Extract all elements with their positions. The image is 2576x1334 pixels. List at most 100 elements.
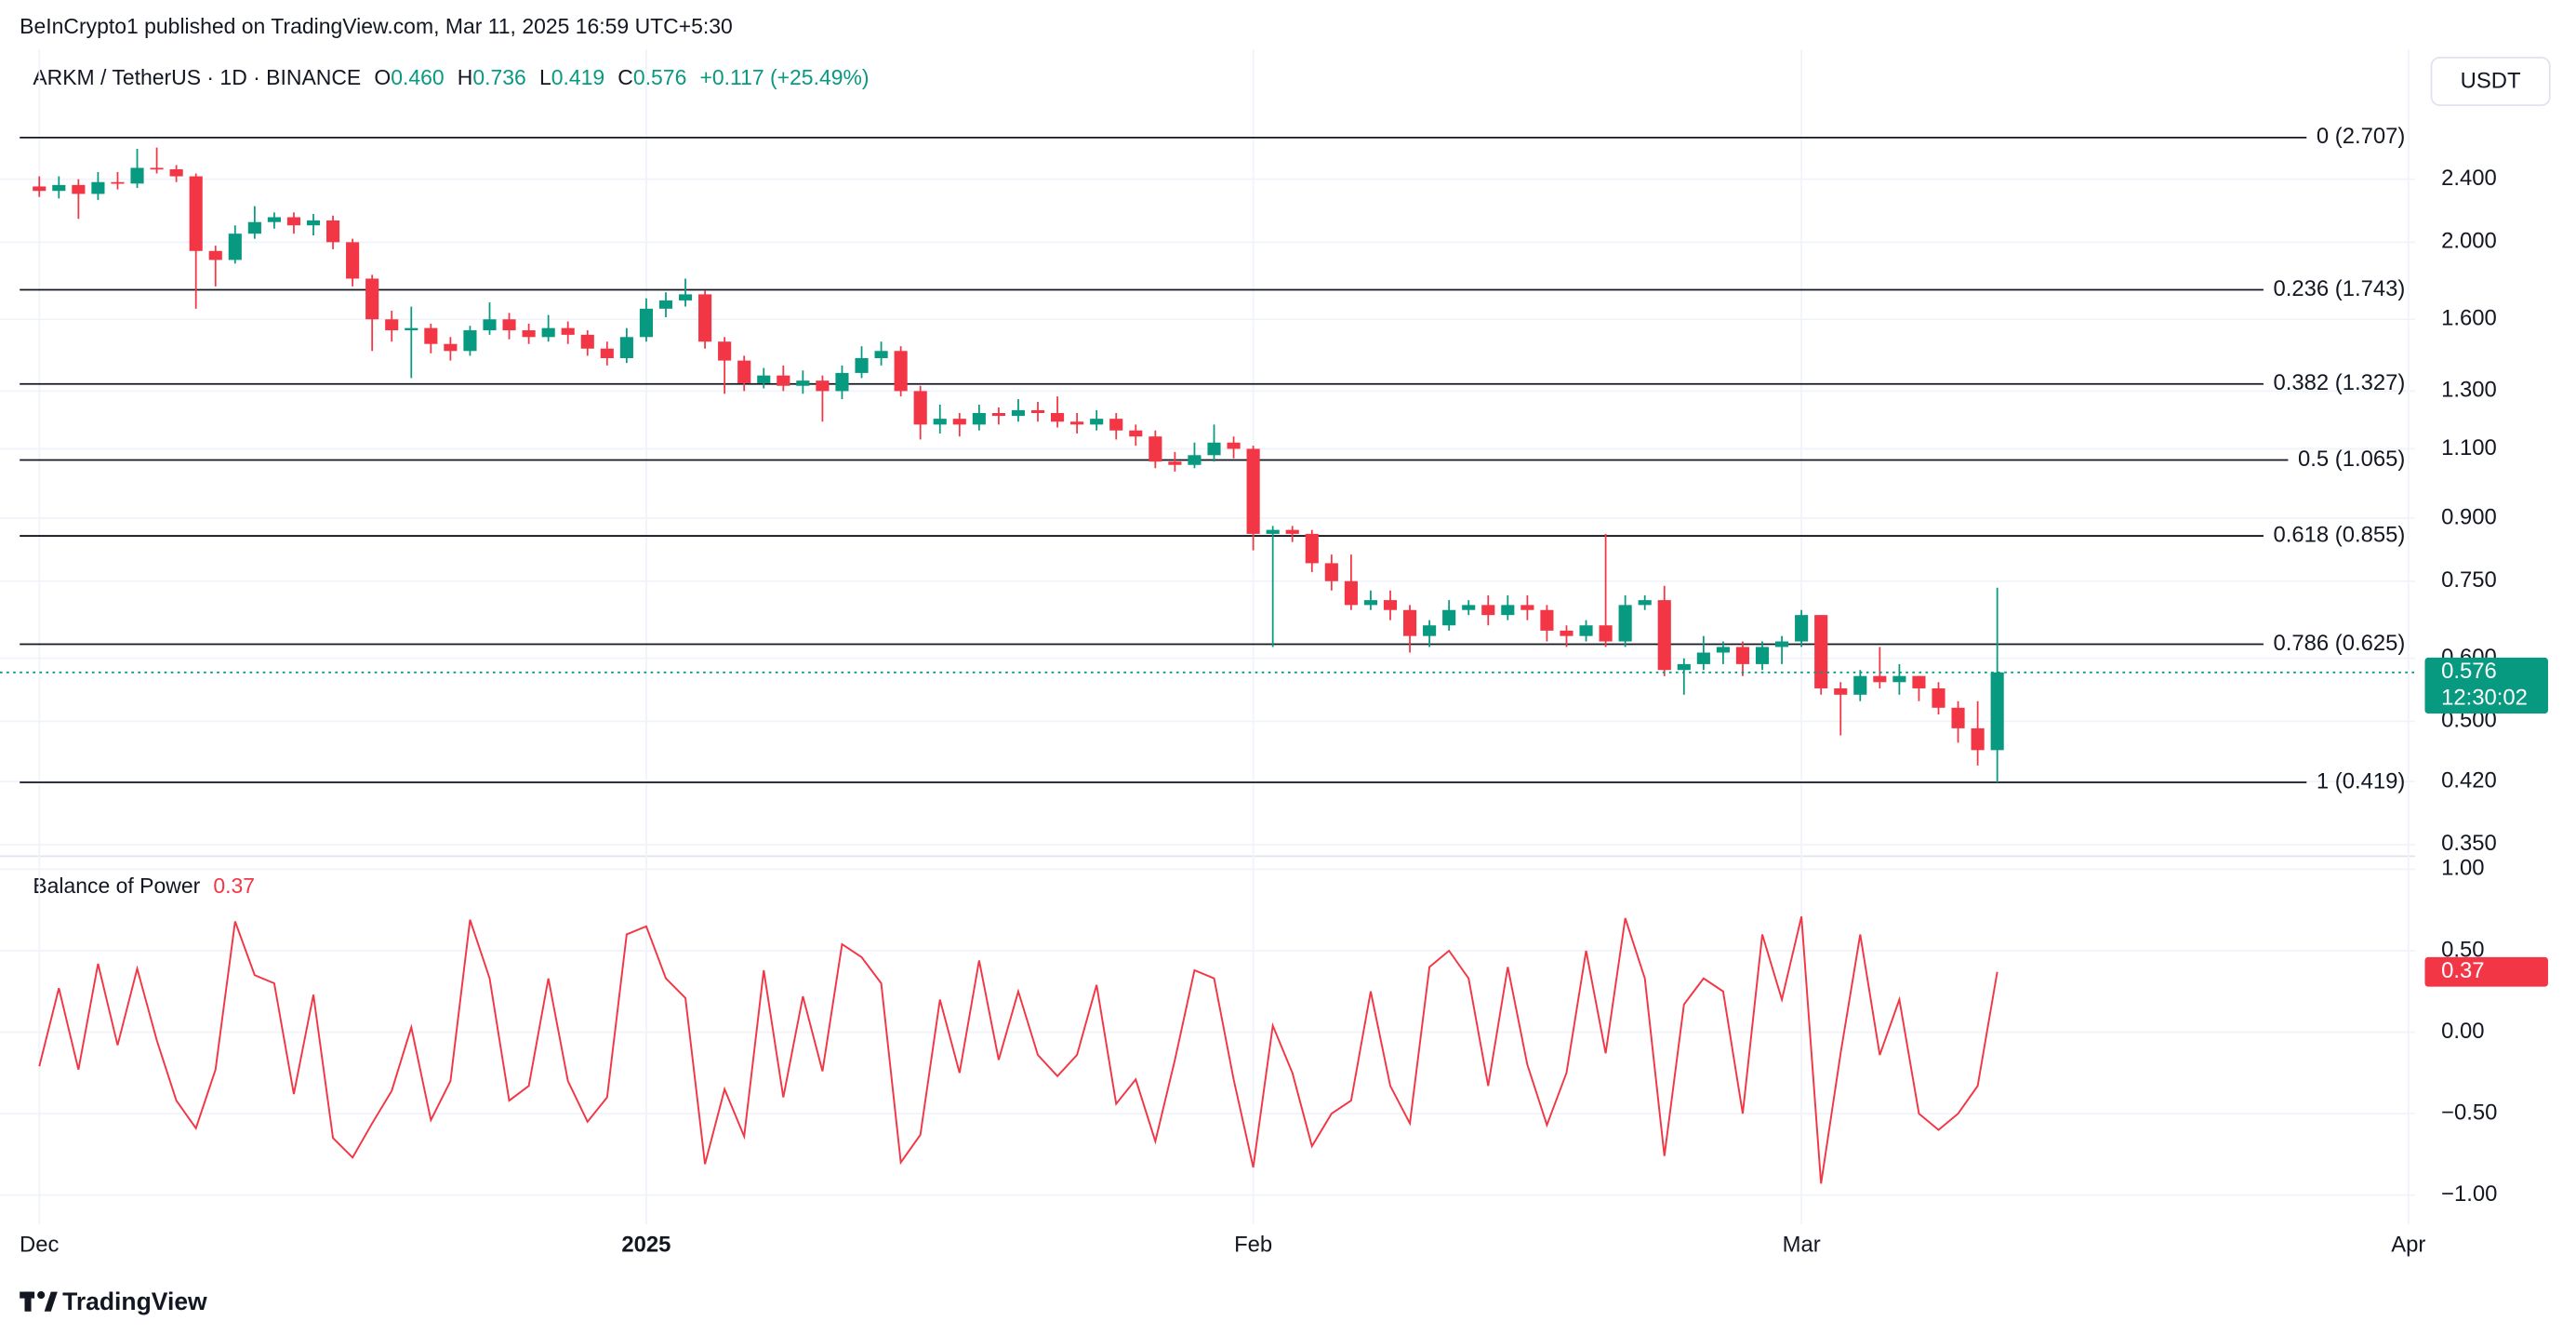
candle-body <box>1755 647 1770 664</box>
candle-body <box>1462 605 1476 610</box>
candle-body <box>1853 675 1867 695</box>
logo-part <box>24 1291 32 1312</box>
candle-body <box>247 221 261 234</box>
candle-body <box>1990 672 2004 751</box>
y-tick-label: −0.50 <box>2441 1100 2497 1125</box>
logo-text: TradingView <box>62 1287 207 1315</box>
currency-button[interactable] <box>2430 56 2551 106</box>
candle-body <box>1638 600 1652 606</box>
logo <box>20 1291 58 1312</box>
candle-body <box>1814 615 1828 688</box>
fib-label: 0.5 (1.065) <box>2298 447 2405 472</box>
candle-body <box>91 181 105 194</box>
candle-body <box>658 300 673 309</box>
candle-body <box>1030 409 1045 413</box>
candle-body <box>1227 442 1241 449</box>
candle-body <box>72 184 86 194</box>
x-tick-label: 2025 <box>621 1232 671 1257</box>
candle-body <box>561 327 575 335</box>
candle-body <box>463 330 477 352</box>
currency-label[interactable]: USDT <box>2461 69 2521 94</box>
candle-body <box>1168 461 1182 465</box>
candle-body <box>169 168 183 177</box>
published-note: BeInCrypto1 published on TradingView.com… <box>20 14 733 38</box>
candle-body <box>1677 663 1691 671</box>
x-tick-label: Feb <box>1234 1232 1272 1257</box>
ohlc-letter: O <box>374 65 391 89</box>
x-tick-label: Apr <box>2391 1232 2425 1257</box>
candle-body <box>600 348 614 358</box>
candle-body <box>1051 412 1065 422</box>
candle-body <box>1363 600 1378 606</box>
indicator-title: Balance of Power <box>33 874 200 898</box>
fib-label: 0.382 (1.327) <box>2274 370 2406 395</box>
y-tick-label: 0.350 <box>2441 831 2497 856</box>
candle-body <box>1070 421 1084 425</box>
candle-body <box>1501 605 1515 616</box>
logo-part <box>37 1291 46 1300</box>
fib-label: 0.618 (0.855) <box>2274 522 2406 547</box>
candle-body <box>1599 625 1613 642</box>
candle-body <box>346 242 360 279</box>
y-tick-label: 0.00 <box>2441 1019 2484 1044</box>
candle-body <box>1775 641 1789 647</box>
change: +0.117 (+25.49%) <box>699 65 869 89</box>
candle-body <box>1912 675 1926 688</box>
candle-body <box>991 412 1005 417</box>
candle-body <box>306 220 321 226</box>
candle-body <box>1207 442 1221 456</box>
candle-body <box>1109 419 1123 431</box>
bop-value-box <box>2424 956 2548 987</box>
candle-body <box>52 184 66 192</box>
candle-body <box>365 278 379 320</box>
candle-body <box>972 412 986 425</box>
ohlc-value: 0.460 <box>391 65 444 89</box>
candle-body <box>1520 605 1534 610</box>
ohlc-value: 0.576 <box>633 65 686 89</box>
candle-body <box>286 217 301 226</box>
candle-body <box>1266 529 1280 534</box>
candle-body <box>228 233 242 260</box>
candle-body <box>1188 455 1202 465</box>
candle-body <box>1932 687 1945 708</box>
candle-body <box>1951 707 1965 728</box>
y-tick-label: −1.00 <box>2441 1181 2497 1207</box>
candle-body <box>541 327 555 338</box>
candle-body <box>208 250 222 260</box>
y-tick-label: 0.420 <box>2441 767 2497 793</box>
candle-body <box>777 375 790 386</box>
candle-body <box>1149 436 1162 462</box>
candle-body <box>1481 605 1495 616</box>
ohlc-letter: H <box>458 65 473 89</box>
candle-body <box>150 167 164 170</box>
candle-body <box>1795 615 1809 642</box>
candle-body <box>639 308 653 338</box>
candle-body <box>111 181 125 184</box>
ohlc-value: 0.736 <box>472 65 525 89</box>
candle-body <box>130 167 144 184</box>
candle-body <box>1873 675 1887 683</box>
symbol-legend: ARKM / TetherUS · 1D · BINANCE O0.460 H0.7… <box>33 65 869 89</box>
candle-body <box>522 330 536 338</box>
candle-body <box>424 327 438 344</box>
y-tick-label: 1.600 <box>2441 306 2497 331</box>
candle-body <box>1735 647 1750 664</box>
candle-body <box>405 327 418 331</box>
candle-body <box>952 419 966 425</box>
candle-body <box>1305 533 1319 564</box>
candle-body <box>385 319 399 331</box>
candle-body <box>1090 419 1104 425</box>
candle-body <box>580 334 594 349</box>
candle-body <box>1442 609 1456 626</box>
candle-body <box>267 217 281 222</box>
symbol: ARKM / TetherUS · 1D · BINANCE <box>33 65 361 89</box>
candle-body <box>718 341 732 361</box>
y-tick-label: 2.000 <box>2441 229 2497 254</box>
fib-label: 1 (0.419) <box>2317 768 2405 794</box>
fib-label: 0.236 (1.743) <box>2274 276 2406 301</box>
candle-body <box>1892 675 1906 683</box>
candle-body <box>619 337 633 358</box>
